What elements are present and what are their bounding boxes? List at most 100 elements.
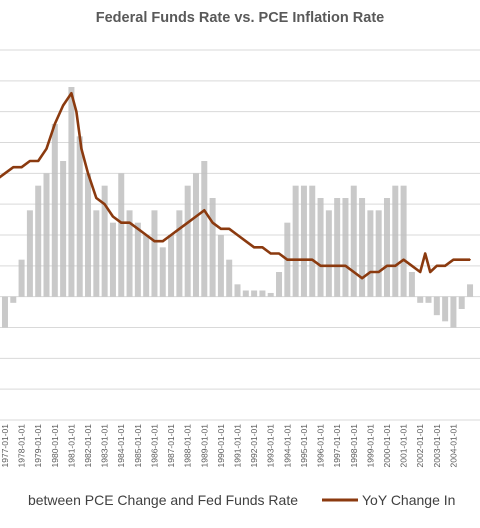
line-point	[220, 228, 222, 230]
x-tick-label: 1989-01-01	[199, 424, 209, 468]
line-point	[37, 160, 40, 162]
line-series	[0, 91, 471, 280]
legend-bar-label: between PCE Change and Fed Funds Rate	[28, 492, 298, 508]
x-tick-label: 1986-01-01	[149, 424, 159, 468]
x-tick-label: 1990-01-01	[216, 424, 226, 468]
x-tick-label: 2001-01-01	[399, 424, 409, 468]
bar	[176, 210, 183, 297]
line-point	[328, 265, 330, 267]
legend: between PCE Change and Fed Funds Rate Yo…	[28, 492, 455, 508]
x-tick-label: 1992-01-01	[249, 424, 259, 468]
line-point	[429, 271, 431, 273]
bar	[217, 235, 224, 297]
bar	[417, 296, 424, 303]
line-point	[269, 252, 272, 255]
bar	[26, 210, 33, 297]
x-tick-label: 2003-01-01	[432, 424, 442, 468]
bar	[259, 290, 266, 297]
line-point	[286, 258, 289, 261]
bar-series	[1, 87, 474, 328]
bar	[109, 222, 116, 297]
bar	[201, 161, 208, 297]
bar	[375, 210, 382, 297]
bar	[209, 198, 216, 297]
line-point	[361, 277, 363, 279]
bar	[76, 136, 83, 297]
bar	[51, 124, 58, 297]
bar	[350, 185, 357, 297]
line-point	[137, 228, 139, 230]
line-point	[103, 203, 106, 205]
bar	[226, 259, 233, 297]
x-tick-label: 2004-01-01	[448, 424, 458, 468]
bar	[367, 210, 374, 297]
line-point	[460, 258, 463, 261]
line-point	[386, 265, 388, 267]
bar	[442, 296, 449, 322]
line-point	[236, 234, 239, 236]
x-axis-ticks: 1977-01-01 1978-01-01 1979-01-01 1980-01-01…	[0, 424, 458, 468]
line-point	[311, 258, 314, 261]
line-point	[186, 221, 189, 224]
line-point	[436, 265, 438, 267]
bar	[159, 247, 166, 297]
bar	[467, 284, 474, 297]
chart-title: Federal Funds Rate vs. PCE Inflation Rat…	[95, 10, 385, 26]
line-point	[120, 221, 123, 224]
line-point	[112, 215, 114, 218]
x-tick-label: 1994-01-01	[282, 424, 292, 468]
bar	[325, 210, 332, 297]
line-point	[394, 265, 397, 267]
line-point	[153, 240, 156, 242]
x-tick-label: 1979-01-01	[33, 424, 43, 468]
bar	[383, 198, 390, 297]
x-tick-label: 1998-01-01	[349, 424, 359, 468]
line-point	[70, 92, 73, 94]
line-point	[54, 123, 56, 125]
x-tick-label: 1984-01-01	[116, 424, 126, 468]
bar	[450, 296, 457, 328]
line-point	[228, 228, 231, 230]
bar	[425, 296, 432, 303]
line-point	[178, 228, 181, 230]
line-point	[20, 166, 23, 168]
x-tick-label: 1996-01-01	[316, 424, 326, 468]
line-point	[469, 258, 471, 261]
line-point	[87, 172, 89, 175]
x-tick-label: 1982-01-01	[83, 424, 93, 468]
line-point	[419, 271, 422, 273]
x-tick-label: 1988-01-01	[183, 424, 193, 468]
bar	[192, 173, 199, 297]
line-point	[319, 265, 322, 267]
x-tick-label: 1978-01-01	[17, 424, 27, 468]
x-tick-label: 1991-01-01	[233, 424, 243, 468]
line-point	[145, 234, 147, 236]
x-tick-label: 1980-01-01	[50, 424, 60, 468]
bar	[276, 272, 283, 297]
gridlines	[0, 49, 480, 421]
bar	[408, 272, 415, 297]
bar	[18, 259, 25, 297]
bar	[267, 292, 274, 297]
line-point	[444, 265, 446, 267]
x-tick-label: 1985-01-01	[133, 424, 143, 468]
bar	[342, 198, 349, 297]
bar	[60, 161, 67, 297]
line-point	[245, 240, 247, 242]
bar	[400, 185, 407, 297]
bar	[184, 185, 191, 297]
line-point	[75, 110, 78, 113]
line-point	[352, 271, 355, 273]
line-point	[303, 258, 305, 261]
bar	[234, 284, 241, 297]
line-point	[344, 265, 347, 267]
line-point	[45, 147, 48, 150]
line-point	[377, 271, 380, 273]
bar	[1, 296, 8, 328]
bar	[101, 185, 108, 297]
line-point	[170, 234, 172, 236]
line-point	[4, 172, 6, 175]
line-point	[62, 104, 64, 107]
line-point	[294, 258, 297, 261]
